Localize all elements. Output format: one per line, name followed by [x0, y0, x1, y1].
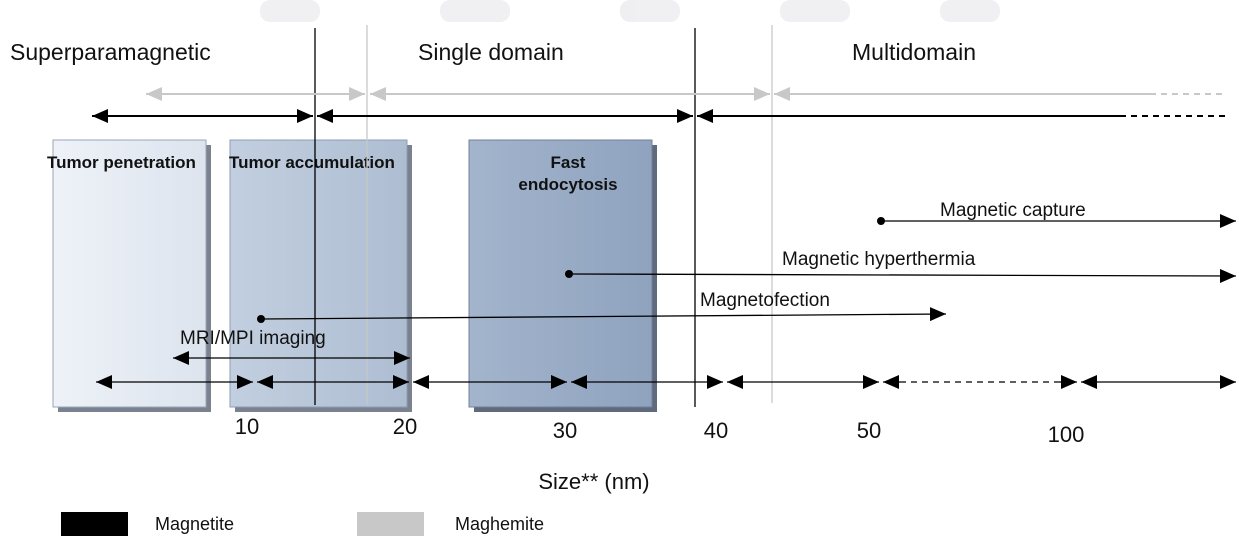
tick-100: 100	[1048, 422, 1085, 447]
legend-swatch-magnetite	[61, 512, 128, 536]
label-fast-endocytosis-2: endocytosis	[518, 175, 617, 194]
legend-label-maghemite: Maghemite	[455, 514, 544, 534]
label-mri-mpi-imaging: MRI/MPI imaging	[180, 328, 326, 349]
magnetofection-arrow	[260, 307, 947, 322]
region-single-domain: Single domain	[418, 39, 564, 65]
region-superparamagnetic: Superparamagnetic	[10, 39, 211, 65]
box-tumor-penetration	[52, 139, 211, 412]
tick-10: 10	[235, 414, 259, 439]
tick-30: 30	[553, 418, 577, 443]
label-magnetic-hyperthermia: Magnetic hyperthermia	[782, 249, 976, 270]
region-multidomain: Multidomain	[852, 39, 976, 65]
box-tumor-accumulation	[229, 139, 412, 412]
label-magnetic-capture: Magnetic capture	[940, 200, 1086, 221]
label-tumor-accumulation: Tumor accumulation	[229, 153, 395, 172]
legend-label-magnetite: Magnetite	[155, 514, 234, 534]
label-tumor-penetration: Tumor penetration	[47, 153, 196, 172]
magnetic-hyperthermia-arrow	[568, 268, 1237, 283]
label-fast-endocytosis-1: Fast	[551, 153, 586, 172]
tick-20: 20	[393, 414, 417, 439]
box-fast-endocytosis	[468, 139, 657, 412]
tick-50: 50	[857, 418, 881, 443]
axis-title: Size** (nm)	[538, 469, 649, 494]
legend-swatch-maghemite	[357, 512, 424, 536]
label-magnetofection: Magnetofection	[700, 290, 830, 311]
tick-40: 40	[704, 418, 728, 443]
watermark-band	[260, 0, 1000, 22]
